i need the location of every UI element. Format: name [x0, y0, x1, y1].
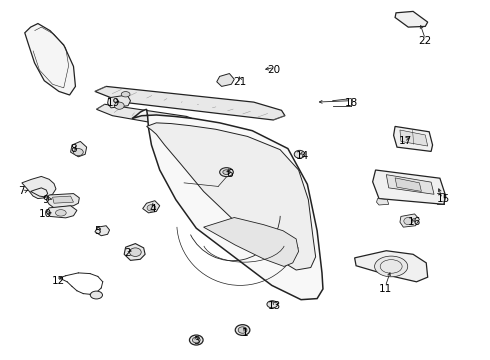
- Ellipse shape: [404, 217, 413, 225]
- Polygon shape: [355, 251, 428, 282]
- Text: 2: 2: [124, 248, 130, 258]
- Polygon shape: [97, 104, 206, 130]
- Ellipse shape: [190, 335, 203, 345]
- Polygon shape: [46, 206, 77, 218]
- Text: 9: 9: [42, 195, 49, 204]
- Polygon shape: [147, 123, 316, 270]
- Text: 22: 22: [418, 36, 432, 46]
- Polygon shape: [395, 178, 421, 192]
- Ellipse shape: [267, 301, 278, 308]
- Polygon shape: [386, 175, 434, 194]
- Text: 8: 8: [70, 144, 77, 154]
- Text: 13: 13: [268, 301, 281, 311]
- Ellipse shape: [55, 210, 66, 216]
- Ellipse shape: [220, 168, 233, 177]
- Text: 16: 16: [408, 217, 421, 227]
- Ellipse shape: [90, 291, 102, 299]
- Polygon shape: [400, 130, 428, 146]
- Ellipse shape: [115, 102, 124, 109]
- Ellipse shape: [374, 256, 408, 277]
- Text: 6: 6: [226, 168, 233, 179]
- Ellipse shape: [129, 248, 141, 256]
- Polygon shape: [71, 141, 87, 157]
- Ellipse shape: [238, 327, 247, 333]
- Ellipse shape: [294, 150, 305, 158]
- Ellipse shape: [121, 91, 130, 97]
- Polygon shape: [143, 201, 160, 213]
- Polygon shape: [393, 126, 433, 152]
- Polygon shape: [373, 170, 446, 204]
- Polygon shape: [95, 226, 110, 236]
- Polygon shape: [46, 194, 79, 208]
- Text: 18: 18: [344, 98, 358, 108]
- Text: 1: 1: [242, 328, 248, 338]
- Ellipse shape: [193, 337, 200, 343]
- Text: 20: 20: [268, 65, 281, 75]
- Ellipse shape: [223, 170, 230, 175]
- Polygon shape: [400, 214, 419, 227]
- Polygon shape: [217, 73, 234, 86]
- Polygon shape: [124, 244, 145, 260]
- Text: 7: 7: [19, 186, 25, 197]
- Polygon shape: [25, 23, 75, 95]
- Text: 12: 12: [52, 276, 66, 286]
- Polygon shape: [132, 109, 323, 300]
- Ellipse shape: [235, 325, 250, 336]
- Text: 17: 17: [399, 136, 413, 147]
- Text: 3: 3: [193, 337, 199, 346]
- Text: 15: 15: [437, 194, 450, 203]
- Text: 14: 14: [296, 151, 309, 161]
- Ellipse shape: [74, 149, 83, 156]
- Text: 21: 21: [234, 77, 247, 87]
- Polygon shape: [203, 217, 298, 266]
- Polygon shape: [395, 12, 428, 27]
- Polygon shape: [108, 95, 130, 108]
- Polygon shape: [52, 196, 74, 203]
- Text: 5: 5: [95, 226, 101, 236]
- Text: 4: 4: [149, 204, 156, 214]
- Ellipse shape: [147, 204, 156, 211]
- Text: 11: 11: [379, 284, 392, 294]
- Polygon shape: [376, 199, 389, 205]
- Text: 10: 10: [39, 209, 52, 219]
- Polygon shape: [95, 86, 285, 120]
- Text: 19: 19: [107, 98, 120, 108]
- Polygon shape: [22, 176, 56, 199]
